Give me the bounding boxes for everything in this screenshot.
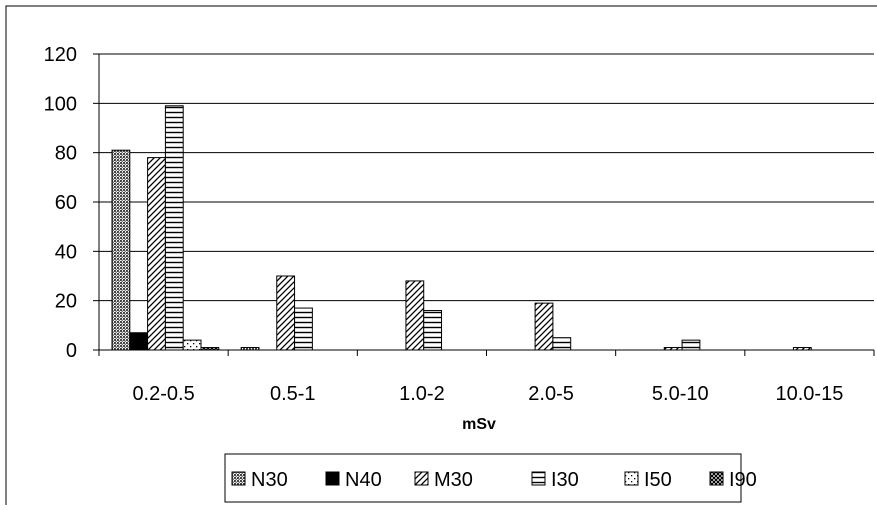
gridlines <box>93 53 874 351</box>
bar-i30-3 <box>552 337 572 351</box>
axes <box>98 54 875 356</box>
legend-swatch-i90 <box>709 471 724 486</box>
legend-label-i90: I90 <box>729 469 757 491</box>
bar-m30-1 <box>276 275 296 351</box>
y-tick-label: 0 <box>66 340 77 362</box>
legend-label-i50: I50 <box>644 469 672 491</box>
y-tick-label: 20 <box>55 291 77 313</box>
legend-swatch-n30 <box>231 471 246 486</box>
legend-swatch-i30 <box>531 471 546 486</box>
y-tick-label: 60 <box>55 192 77 214</box>
legend-label-n40: N40 <box>345 469 382 491</box>
bar-i30-1 <box>294 307 313 351</box>
x-axis-ticks: 0.2-0.5 0.5-1 1.0-2 2.0-5 5.0-10 10.0-15 <box>132 383 843 405</box>
legend-swatch-m30 <box>414 471 429 486</box>
legend: N30 N40 M30 I30 I50 I90 <box>224 453 757 503</box>
x-tick-label: 5.0-10 <box>652 383 709 405</box>
bar-m30-0 <box>147 157 166 351</box>
bar-i30-4 <box>681 339 701 351</box>
y-tick-label: 100 <box>44 93 77 115</box>
bars <box>111 105 812 351</box>
bar-m30-2 <box>405 280 425 351</box>
y-tick-label: 120 <box>44 44 77 66</box>
x-tick-label: 0.5-1 <box>270 383 316 405</box>
legend-swatch-i50 <box>624 471 639 486</box>
x-tick-label: 1.0-2 <box>399 383 445 405</box>
chart-border <box>5 5 877 505</box>
x-tick-label: 0.2-0.5 <box>132 383 194 405</box>
x-tick-label: 2.0-5 <box>528 383 574 405</box>
x-axis-label: mSv <box>462 416 496 433</box>
bar-n30-0 <box>111 149 131 351</box>
bar-i30-0 <box>164 105 184 351</box>
y-axis-ticks: 0 20 40 60 80 100 120 <box>44 44 77 362</box>
y-tick-label: 40 <box>55 241 77 263</box>
legend-box <box>224 453 742 503</box>
legend-label-m30: M30 <box>434 469 473 491</box>
bar-i30-2 <box>423 310 443 351</box>
bar-i50-0 <box>182 339 202 351</box>
bar-m30-3 <box>534 302 554 351</box>
legend-swatch-n40 <box>325 471 340 486</box>
x-tick-label: 10.0-15 <box>775 383 843 405</box>
bar-n40-0 <box>129 332 149 351</box>
y-tick-label: 80 <box>55 143 77 165</box>
legend-label-n30: N30 <box>251 469 288 491</box>
legend-label-i30: I30 <box>551 469 579 491</box>
